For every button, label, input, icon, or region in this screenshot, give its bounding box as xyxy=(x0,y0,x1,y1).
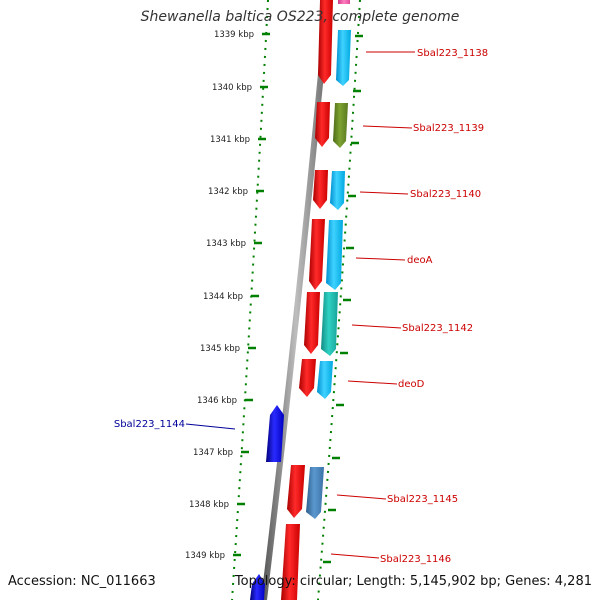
ruler-label: 1346 kbp xyxy=(197,396,237,406)
ruler-label: 1345 kbp xyxy=(200,344,240,354)
gene-label: Sbal223_1142 xyxy=(402,323,473,334)
ruler-labels: 1339 kbp 1340 kbp 1341 kbp 1342 kbp 1343… xyxy=(185,30,254,561)
topology-text: Topology: circular; Length: 5,145,902 bp… xyxy=(234,574,592,589)
accession-text: Accession: NC_011663 xyxy=(8,574,156,589)
ruler-label: 1347 kbp xyxy=(193,448,233,458)
gene-feature xyxy=(266,405,284,462)
cds-features xyxy=(306,0,351,519)
gene-feature xyxy=(309,219,325,290)
cds-feature xyxy=(336,30,351,86)
label-leaders xyxy=(185,51,415,559)
forward-genes xyxy=(281,0,333,600)
cds-feature xyxy=(306,467,324,519)
gene-label: Sbal223_1144 xyxy=(114,419,185,430)
genome-backbone xyxy=(261,0,331,600)
ruler-label: 1343 kbp xyxy=(206,239,246,249)
gene-label: Sbal223_1140 xyxy=(410,189,481,200)
cds-feature xyxy=(326,220,343,290)
gene-feature xyxy=(287,465,305,518)
gene-feature xyxy=(304,292,320,354)
ruler-ticks xyxy=(233,32,270,557)
cds-feature xyxy=(321,292,338,356)
cds-feature xyxy=(330,171,345,210)
cds-feature xyxy=(333,103,348,148)
ruler-label: 1348 kbp xyxy=(189,500,229,510)
gene-label: Sbal223_1145 xyxy=(387,494,458,505)
page-title: Shewanella baltica OS223, complete genom… xyxy=(140,9,460,25)
gene-feature xyxy=(299,359,316,397)
reverse-genes xyxy=(250,405,284,600)
cds-feature xyxy=(338,0,350,4)
ruler-label: 1341 kbp xyxy=(210,135,250,145)
reverse-gene-labels: Sbal223_1144 xyxy=(114,419,185,430)
ruler-label: 1340 kbp xyxy=(212,83,252,93)
ruler-ticks-right xyxy=(323,34,363,564)
gene-feature xyxy=(315,102,330,147)
gene-feature xyxy=(250,574,265,600)
cds-feature xyxy=(317,361,333,399)
gene-feature xyxy=(281,524,300,600)
ruler-label: 1342 kbp xyxy=(208,187,248,197)
gene-label: Sbal223_1139 xyxy=(413,123,484,134)
ruler-label: 1344 kbp xyxy=(203,292,243,302)
gene-label: deoA xyxy=(407,255,433,266)
gene-label: deoD xyxy=(398,379,425,390)
gene-feature xyxy=(313,170,328,209)
forward-gene-labels: Sbal223_1138 Sbal223_1139 Sbal223_1140 d… xyxy=(380,48,488,565)
gene-label: Sbal223_1138 xyxy=(417,48,488,59)
ruler-label: 1349 kbp xyxy=(185,551,225,561)
ruler-label: 1339 kbp xyxy=(214,30,254,40)
gene-label: Sbal223_1146 xyxy=(380,554,451,565)
gene-feature xyxy=(318,0,333,84)
